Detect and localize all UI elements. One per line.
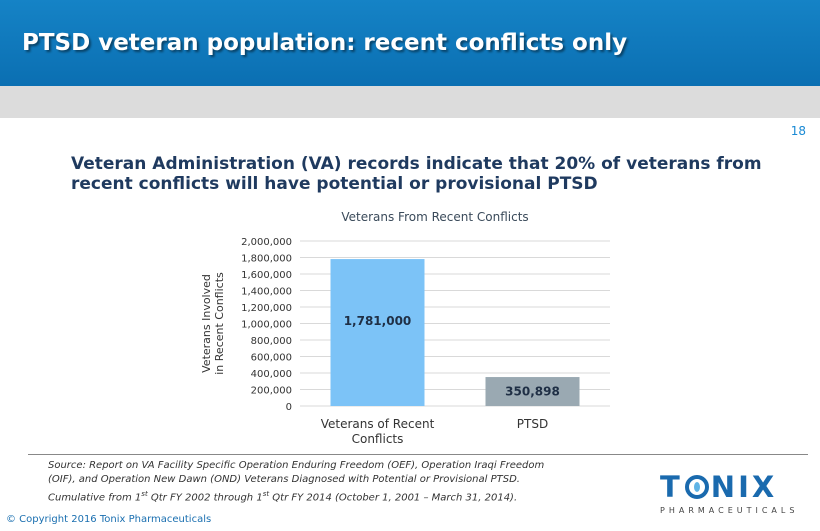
- y-tick-label: 1,000,000: [241, 320, 292, 331]
- y-axis-label: Veterans Involved: [200, 274, 213, 373]
- source-line-2: (OIF), and Operation New Dawn (OND) Vete…: [48, 474, 520, 485]
- y-axis-label: in Recent Conflicts: [213, 272, 226, 375]
- footer-divider: [28, 454, 808, 455]
- y-tick-label: 600,000: [251, 353, 292, 364]
- source-line-3: Cumulative from 1st Qtr FY 2002 through …: [48, 490, 518, 504]
- intro-text: Veteran Administration (VA) records indi…: [71, 154, 762, 194]
- bar-1: [485, 377, 580, 406]
- y-tick-label: 1,400,000: [241, 287, 292, 298]
- bar-chart: Veterans From Recent Conflicts 0 200,000 40…: [200, 210, 610, 446]
- data-label: 350,898: [505, 385, 560, 399]
- y-tick-label: 0: [286, 402, 292, 413]
- x-tick-label: Veterans of Recent: [321, 417, 435, 431]
- logo-letters-nix: NIX: [710, 470, 778, 504]
- x-tick-label: PTSD: [517, 417, 548, 431]
- tonix-logo: T NIX PHARMACEUTICALS: [660, 470, 800, 522]
- header-bar: PTSD veteran population: recent conflict…: [0, 0, 820, 86]
- y-tick-label: 400,000: [251, 369, 292, 380]
- copyright-text: © Copyright 2016 Tonix Pharmaceuticals: [6, 514, 212, 525]
- logo-subtitle: PHARMACEUTICALS: [660, 506, 799, 515]
- source-line-1: Source: Report on VA Facility Specific O…: [48, 460, 545, 471]
- logo-wordmark: T NIX: [660, 470, 800, 504]
- page-title: PTSD veteran population: recent conflict…: [22, 30, 628, 56]
- logo-letter-t: T: [660, 470, 683, 504]
- y-tick-label: 800,000: [251, 336, 292, 347]
- slide-number: 18: [790, 124, 806, 138]
- y-tick-label: 1,600,000: [241, 270, 292, 281]
- y-tick-label: 200,000: [251, 386, 292, 397]
- logo-o-icon: [684, 475, 709, 499]
- header-band: [0, 86, 820, 118]
- y-tick-label: 1,200,000: [241, 303, 292, 314]
- bar-0: [330, 259, 425, 406]
- x-tick-label: Conflicts: [352, 432, 404, 446]
- data-label: 1,781,000: [344, 314, 412, 328]
- chart-title: Veterans From Recent Conflicts: [341, 210, 528, 224]
- y-tick-label: 2,000,000: [241, 237, 292, 248]
- source-note: Source: Report on VA Facility Specific O…: [48, 459, 648, 505]
- y-tick-label: 1,800,000: [241, 254, 292, 265]
